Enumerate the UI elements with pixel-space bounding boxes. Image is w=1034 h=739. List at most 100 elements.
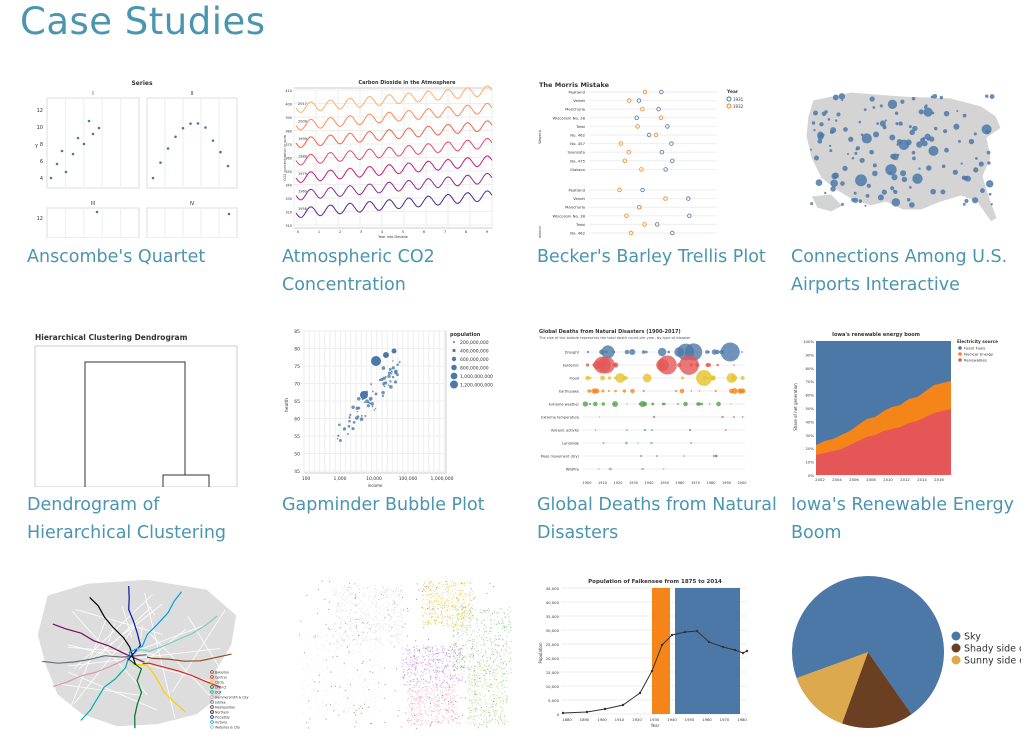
data-point bbox=[189, 122, 192, 125]
population-dot bbox=[454, 717, 456, 719]
disaster-bubble bbox=[587, 389, 592, 393]
thumbnail-london[interactable]: Bakerloo Central Circle District DLR Hammersm… bbox=[27, 575, 257, 739]
population-dot bbox=[449, 677, 451, 679]
population-dot bbox=[497, 613, 499, 615]
population-dot bbox=[484, 682, 486, 684]
legend-symbol bbox=[726, 103, 732, 109]
population-dot bbox=[424, 689, 426, 691]
card-label[interactable]: Global Deaths from Natural Disasters bbox=[537, 495, 777, 543]
airport-dot bbox=[813, 128, 816, 132]
population-dot bbox=[416, 645, 418, 647]
population-dot bbox=[488, 610, 490, 612]
population-dot bbox=[459, 679, 461, 681]
population-dot bbox=[414, 663, 416, 665]
population-dot bbox=[478, 698, 480, 700]
thumbnail-falkensee[interactable]: Population of Falkensee from 1875 to 201… bbox=[537, 575, 767, 739]
population-dot bbox=[436, 594, 438, 596]
dot-1932 bbox=[637, 204, 642, 210]
population-dot bbox=[427, 586, 429, 588]
population-dot bbox=[349, 583, 351, 585]
population-dot bbox=[432, 659, 434, 661]
population-dot bbox=[469, 619, 471, 620]
thumbnail-airports[interactable] bbox=[791, 78, 1021, 238]
population-dot bbox=[474, 701, 476, 703]
population-dot bbox=[312, 679, 314, 681]
population-dot bbox=[465, 681, 467, 683]
y-tick: 5,000 bbox=[548, 698, 559, 703]
population-dot bbox=[427, 650, 429, 652]
population-dot bbox=[448, 686, 450, 687]
population-dot bbox=[327, 635, 329, 637]
variety-label: Trebi bbox=[575, 124, 585, 129]
population-dot bbox=[496, 624, 498, 626]
population-dot bbox=[435, 623, 437, 625]
variety-label: Svansota bbox=[567, 150, 585, 155]
population-dot bbox=[441, 585, 443, 587]
card-label[interactable]: Connections Among U.S. Airports Interact… bbox=[791, 247, 1008, 295]
card-label[interactable]: Gapminder Bubble Plot bbox=[282, 495, 485, 515]
thumbnail-iowa[interactable]: Iowa's renewable energy boom 100% 90% 80% 70… bbox=[791, 327, 1021, 487]
population-dot bbox=[452, 585, 454, 587]
population-dot bbox=[354, 634, 356, 636]
population-dot bbox=[458, 583, 459, 585]
card-label[interactable]: Dendrogram of Hierarchical Clustering bbox=[27, 495, 227, 543]
card-label[interactable]: Becker's Barley Trellis Plot bbox=[537, 247, 766, 267]
population-dot bbox=[467, 625, 469, 626]
airport-dot bbox=[898, 121, 903, 126]
population-dot bbox=[347, 710, 349, 712]
population-dot bbox=[367, 665, 369, 667]
thumbnail-barley[interactable]: The Morris Mistake Year 1931 1932 Waseca Peat… bbox=[537, 78, 767, 238]
legend-label: 400,000,000 bbox=[460, 349, 489, 355]
thumbnail-gapminder[interactable]: 85 80 75 70 65 60 55 50 45 100 1,000 10,000 100,000 1… bbox=[282, 327, 512, 487]
population-dot bbox=[485, 653, 487, 655]
thumbnail-anscombe[interactable]: Series I II III IV 12 10 8 6 4 12 Y bbox=[27, 78, 257, 238]
population-dot bbox=[451, 715, 453, 716]
population-dot bbox=[432, 660, 434, 662]
population-dot bbox=[497, 673, 499, 674]
x-tick: 1980 bbox=[707, 481, 716, 485]
card-label[interactable]: Atmospheric CO2 Concentration bbox=[282, 247, 435, 295]
population-dot bbox=[456, 655, 458, 656]
population-dot bbox=[428, 708, 430, 710]
population-dot bbox=[323, 648, 325, 650]
population-dot bbox=[363, 703, 365, 705]
population-dot bbox=[457, 614, 459, 616]
population-dot bbox=[428, 650, 430, 652]
panel-label: II bbox=[191, 91, 194, 97]
thumbnail-dotmap[interactable] bbox=[282, 575, 512, 739]
population-dot bbox=[370, 623, 372, 625]
population-dot bbox=[476, 642, 478, 644]
population-dot bbox=[437, 604, 438, 606]
population-dot bbox=[485, 630, 487, 632]
card-label[interactable]: Iowa's Renewable Energy Boom bbox=[791, 495, 1014, 543]
population-dot bbox=[466, 594, 468, 596]
population-dot bbox=[416, 720, 418, 722]
airport-dot bbox=[832, 172, 839, 179]
disaster-bubble bbox=[726, 373, 737, 383]
population-dot bbox=[454, 606, 456, 608]
population-dot bbox=[478, 686, 480, 688]
thumbnail-dendrogram[interactable]: Hierarchical Clustering Dendrogram bbox=[27, 327, 257, 487]
thumbnail-disasters[interactable]: Global Deaths from Natural Disasters (19… bbox=[537, 327, 767, 487]
population-dot bbox=[500, 707, 502, 709]
population-dot bbox=[417, 656, 419, 658]
population-dot bbox=[495, 668, 497, 670]
population-dot bbox=[479, 680, 481, 682]
population-dot bbox=[314, 689, 316, 691]
thumbnail-co2[interactable]: Carbon Dioxide in the Atmosphere 410 400 39… bbox=[282, 78, 512, 238]
population-dot bbox=[455, 717, 457, 719]
card-label[interactable]: Anscombe's Quartet bbox=[27, 247, 206, 267]
population-dot bbox=[455, 597, 457, 599]
population-dot bbox=[444, 718, 446, 719]
population-dot bbox=[495, 710, 497, 712]
population-dot bbox=[495, 664, 497, 666]
population-dot bbox=[355, 626, 357, 628]
population-dot bbox=[408, 672, 410, 674]
population-dot bbox=[377, 659, 379, 661]
population-dot bbox=[379, 710, 381, 712]
population-dot bbox=[468, 595, 470, 597]
population-dot bbox=[430, 679, 432, 681]
population-dot bbox=[454, 585, 456, 586]
population-dot bbox=[457, 666, 459, 668]
